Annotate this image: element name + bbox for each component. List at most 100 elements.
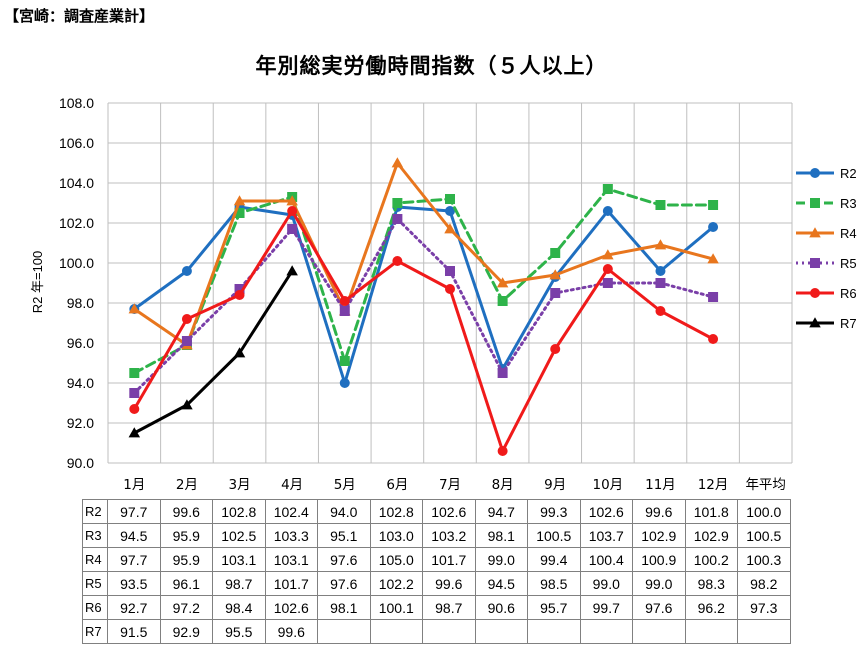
y-tick-label: 96.0 — [67, 335, 94, 351]
data-point — [129, 404, 140, 414]
table-cell — [369, 619, 423, 644]
series-line — [132, 205, 715, 385]
data-point — [708, 334, 719, 344]
table-cell: 100.9 — [632, 547, 686, 572]
table-cell: 101.8 — [684, 499, 738, 524]
table-cell: 95.9 — [159, 547, 213, 572]
data-point — [339, 306, 350, 316]
table-cell: 94.5 — [107, 523, 161, 548]
y-tick-labels: 108.0 106.0 104.0 102.0 100.0 98.0 96.0 94.0 92.… — [59, 95, 94, 471]
table-cell: 99.3 — [527, 499, 581, 524]
data-point — [129, 388, 140, 398]
table-cell: 100.0 — [737, 499, 791, 524]
data-point — [234, 284, 245, 294]
y-tick-label: 106.0 — [59, 135, 94, 151]
legend-marker — [810, 198, 820, 208]
data-point — [128, 303, 141, 314]
table-row-label: R6 — [82, 595, 108, 620]
table-cell: 98.7 — [422, 595, 476, 620]
table-row: R6 92.7 97.2 98.4 102.6 98.1 100.1 98.7 90.6 95.7… — [82, 595, 791, 620]
data-point — [445, 206, 455, 216]
data-point — [233, 195, 246, 206]
table-row: R2 97.7 99.6 102.8 102.4 94.0 102.8 102.6 94.7 99… — [82, 499, 791, 524]
table-cell — [317, 619, 371, 644]
x-tick-label: 4月 — [281, 477, 303, 493]
table-cell: 97.7 — [107, 499, 161, 524]
table-cell: 99.4 — [527, 547, 581, 572]
table-row: R4 97.7 95.9 103.1 103.1 97.6 105.0 101.7 99.0 99… — [82, 547, 791, 572]
table-cell: 91.5 — [107, 619, 161, 644]
table-row: R3 94.5 95.9 102.5 103.3 95.1 103.0 103.2 98.1 10… — [82, 523, 791, 548]
table-cell: 103.3 — [264, 523, 318, 548]
y-tick-label: 90.0 — [67, 455, 94, 471]
table-cell: 102.6 — [579, 499, 633, 524]
data-point — [496, 277, 509, 288]
table-cell: 99.7 — [579, 595, 633, 620]
table-cell: 98.5 — [527, 571, 581, 596]
data-point — [392, 214, 403, 224]
table-cell: 102.6 — [422, 499, 476, 524]
table-cell: 100.2 — [684, 547, 738, 572]
data-point — [549, 269, 561, 280]
table-cell: 97.3 — [737, 595, 791, 620]
table-cell: 103.7 — [579, 523, 633, 548]
x-tick-label: 6月 — [386, 477, 408, 493]
x-tick-label: 5月 — [334, 477, 356, 493]
table-cell: 92.7 — [107, 595, 161, 620]
legend-marker — [810, 168, 820, 178]
y-tick-label: 104.0 — [59, 175, 94, 191]
table-cell: 90.6 — [474, 595, 528, 620]
table-cell: 102.9 — [632, 523, 686, 548]
legend-label: R4 — [840, 226, 857, 241]
table-cell: 103.1 — [212, 547, 266, 572]
table-row-label: R3 — [82, 523, 108, 548]
data-point — [445, 284, 455, 294]
table-cell: 105.0 — [369, 547, 423, 572]
table-cell: 94.7 — [474, 499, 528, 524]
table-cell: 102.6 — [264, 595, 318, 620]
x-tick-label: 2月 — [176, 477, 198, 493]
data-point — [445, 266, 455, 276]
y-tick-label: 98.0 — [67, 295, 94, 311]
series-line — [132, 161, 715, 347]
table-cell: 94.0 — [317, 499, 371, 524]
table-cell: 103.0 — [369, 523, 423, 548]
table-cell — [684, 619, 738, 644]
line-chart: 108.0 106.0 104.0 102.0 100.0 98.0 96.0 94.0 92.… — [30, 95, 857, 493]
table-cell: 97.6 — [317, 547, 371, 572]
table-cell: 99.6 — [159, 499, 213, 524]
table-cell — [632, 619, 686, 644]
chart-title: 年別総実労働時間指数（５人以上） — [255, 54, 608, 78]
table-cell: 99.0 — [579, 571, 633, 596]
data-point — [181, 266, 192, 276]
legend-item: R3 — [796, 196, 857, 211]
data-point — [445, 194, 455, 204]
data-point — [286, 265, 298, 276]
legend-label: R2 — [840, 166, 857, 181]
data-point — [707, 253, 719, 264]
data-point — [602, 264, 613, 274]
data-point — [391, 157, 404, 168]
y-tick-label: 102.0 — [59, 215, 94, 231]
table-cell: 102.4 — [264, 499, 318, 524]
data-point — [550, 344, 561, 354]
x-tick-label: 7月 — [439, 477, 461, 493]
y-tick-label: 94.0 — [67, 375, 94, 391]
x-tick-labels: 1月 2月 3月 4月 5月 6月 7月 8月 9月 10月 11月 12月 年平均 — [123, 477, 786, 493]
table-cell: 95.5 — [212, 619, 266, 644]
x-tick-label: 12月 — [698, 477, 729, 493]
legend-item: R2 — [796, 166, 857, 181]
data-point — [655, 278, 666, 288]
data-point — [181, 314, 192, 324]
table-cell: 99.0 — [632, 571, 686, 596]
table-cell: 94.5 — [474, 571, 528, 596]
table-cell: 98.1 — [317, 595, 371, 620]
data-point — [339, 356, 350, 366]
table-cell: 97.6 — [317, 571, 371, 596]
data-point — [233, 347, 246, 358]
data-point — [708, 200, 719, 210]
table-cell: 96.1 — [159, 571, 213, 596]
legend-marker — [809, 317, 821, 328]
legend-label: R5 — [840, 256, 857, 271]
legend-item: R7 — [796, 316, 857, 331]
